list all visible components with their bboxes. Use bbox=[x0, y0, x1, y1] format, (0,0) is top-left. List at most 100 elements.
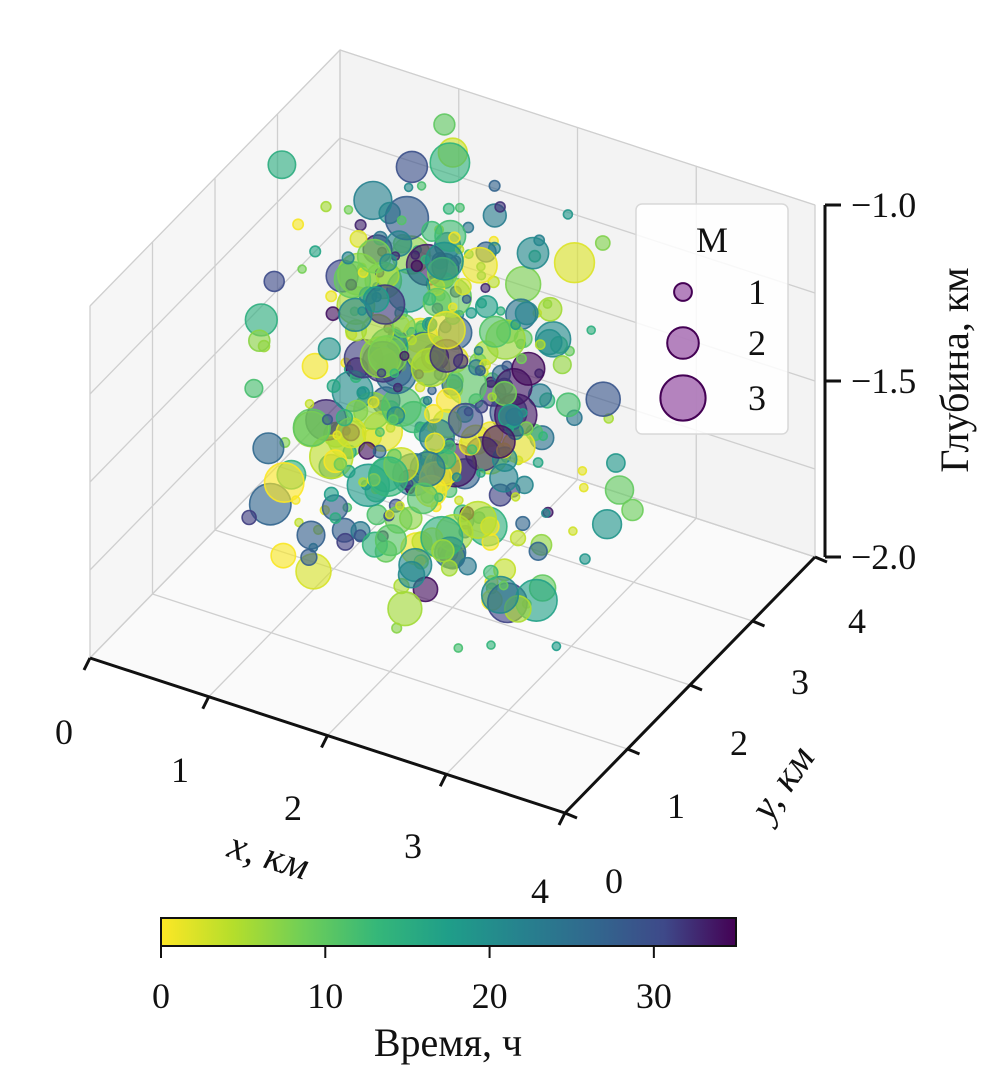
y-tick-label: 0 bbox=[605, 861, 623, 901]
data-point bbox=[553, 242, 596, 284]
data-point bbox=[528, 541, 548, 561]
data-point bbox=[387, 414, 399, 425]
data-point bbox=[532, 457, 544, 468]
data-point bbox=[372, 444, 387, 459]
data-point bbox=[516, 236, 550, 270]
data-point bbox=[267, 150, 297, 180]
data-point bbox=[505, 265, 542, 303]
data-point bbox=[487, 392, 497, 402]
data-point bbox=[606, 453, 626, 473]
data-point bbox=[491, 380, 518, 407]
colorbar-label: Время, ч bbox=[374, 1020, 522, 1065]
data-point bbox=[354, 219, 367, 232]
colorbar-tick-label: 30 bbox=[636, 976, 672, 1016]
data-point bbox=[585, 381, 622, 418]
data-point bbox=[325, 290, 338, 303]
data-point bbox=[431, 538, 455, 563]
data-point bbox=[399, 350, 410, 362]
x-tick-mark bbox=[320, 734, 329, 749]
x-tick-label: 0 bbox=[55, 712, 73, 752]
data-point bbox=[325, 306, 341, 322]
data-point bbox=[424, 241, 464, 281]
data-point bbox=[474, 365, 486, 377]
z-tick-label: −1.0 bbox=[851, 185, 916, 225]
legend: M 1 2 3 bbox=[635, 203, 789, 435]
grid-line-left-wall-z bbox=[89, 137, 341, 395]
data-point bbox=[244, 378, 264, 399]
data-point bbox=[301, 352, 329, 380]
data-point bbox=[263, 461, 305, 503]
data-point bbox=[389, 368, 400, 379]
y-tick-label: 4 bbox=[848, 601, 866, 641]
data-point bbox=[336, 532, 355, 551]
data-point bbox=[395, 150, 429, 184]
data-point bbox=[353, 180, 393, 221]
y-tick-mark bbox=[814, 555, 828, 564]
data-point bbox=[514, 301, 539, 326]
grid-line-back-wall-z bbox=[339, 49, 816, 206]
data-point bbox=[317, 337, 341, 361]
data-point bbox=[376, 368, 387, 378]
data-point bbox=[403, 182, 414, 193]
data-point bbox=[396, 215, 407, 226]
x-axis-label: x, км bbox=[222, 821, 315, 888]
y-tick-label: 1 bbox=[667, 786, 685, 826]
data-point bbox=[374, 524, 408, 557]
data-point bbox=[338, 297, 373, 332]
y-tick-mark bbox=[751, 619, 766, 628]
data-point bbox=[534, 339, 546, 350]
data-point bbox=[427, 310, 466, 350]
data-point bbox=[309, 245, 322, 258]
x-tick-label: 4 bbox=[531, 871, 549, 911]
data-point bbox=[433, 113, 456, 136]
x-tick-mark bbox=[82, 657, 92, 671]
data-point bbox=[538, 431, 549, 442]
data-point bbox=[579, 553, 591, 565]
data-point bbox=[341, 251, 355, 265]
data-point bbox=[487, 241, 501, 255]
data-point bbox=[440, 559, 458, 577]
y-tick-label: 2 bbox=[730, 723, 748, 763]
colorbar-tick-label: 10 bbox=[307, 976, 343, 1016]
data-point bbox=[478, 315, 512, 348]
data-point bbox=[270, 542, 297, 569]
data-point bbox=[473, 345, 484, 356]
data-point bbox=[326, 379, 341, 394]
data-point bbox=[323, 486, 340, 502]
data-point bbox=[349, 229, 368, 248]
data-point bbox=[321, 414, 334, 426]
data-point bbox=[416, 181, 427, 191]
data-point bbox=[422, 395, 433, 406]
data-point bbox=[395, 500, 405, 511]
data-point bbox=[510, 319, 521, 331]
x-tick-label: 1 bbox=[171, 750, 189, 790]
x-tick-label: 2 bbox=[284, 788, 302, 828]
data-point bbox=[435, 387, 462, 414]
data-point bbox=[578, 482, 589, 493]
data-point bbox=[453, 643, 464, 653]
data-point bbox=[424, 432, 446, 454]
grid-line-floor-x bbox=[445, 517, 697, 775]
data-point bbox=[591, 509, 623, 540]
data-point bbox=[458, 500, 498, 540]
data-point bbox=[509, 529, 527, 547]
colorbar-gradient bbox=[160, 917, 737, 947]
data-point bbox=[358, 477, 368, 487]
data-point bbox=[343, 205, 354, 215]
data-point bbox=[320, 200, 332, 213]
y-tick-mark bbox=[689, 683, 703, 692]
legend-entry-label: 3 bbox=[748, 378, 766, 418]
data-point bbox=[292, 408, 331, 447]
data-point bbox=[448, 231, 461, 244]
grid-line-left-wall-z bbox=[89, 313, 341, 571]
data-point bbox=[329, 512, 342, 524]
data-point bbox=[577, 465, 588, 476]
data-point bbox=[515, 515, 531, 532]
data-point bbox=[476, 468, 486, 478]
y-axis-label: y, км bbox=[738, 737, 823, 831]
x-tick-mark bbox=[557, 812, 567, 826]
data-point bbox=[247, 329, 271, 353]
data-point bbox=[494, 201, 506, 213]
